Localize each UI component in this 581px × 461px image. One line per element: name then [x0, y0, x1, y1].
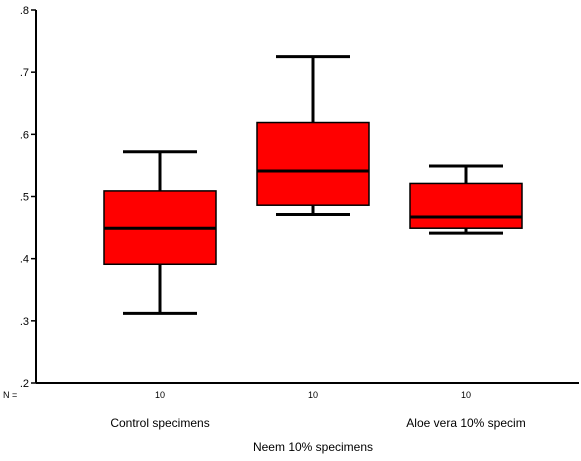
y-tick-label: .8 — [20, 5, 29, 17]
category-label: Neem 10% specimens — [253, 440, 373, 454]
iqr-box — [409, 182, 523, 229]
y-tick-label: .2 — [20, 378, 29, 390]
boxes — [103, 55, 523, 315]
box-group — [409, 164, 523, 235]
box-group — [103, 150, 217, 315]
n-count-label: 10 — [461, 390, 471, 400]
y-tick-label: .6 — [20, 129, 29, 141]
box-group — [256, 55, 370, 217]
category-label: Control specimens — [110, 416, 209, 430]
labels: N = 10 Control specimens 10 Neem 10% specim… — [3, 390, 526, 454]
category-label: Aloe vera 10% specim — [406, 416, 525, 430]
y-axis-ticks: .2 .3 .4 .5 .6 .7 .8 — [20, 5, 36, 390]
n-prefix-label: N = — [3, 390, 17, 400]
y-tick-label: .4 — [20, 254, 29, 266]
n-count-label: 10 — [155, 390, 165, 400]
y-tick-label: .5 — [20, 192, 29, 204]
y-tick-label: .3 — [20, 316, 29, 328]
n-count-label: 10 — [308, 390, 318, 400]
y-tick-label: .7 — [20, 67, 29, 79]
iqr-box — [256, 121, 370, 206]
